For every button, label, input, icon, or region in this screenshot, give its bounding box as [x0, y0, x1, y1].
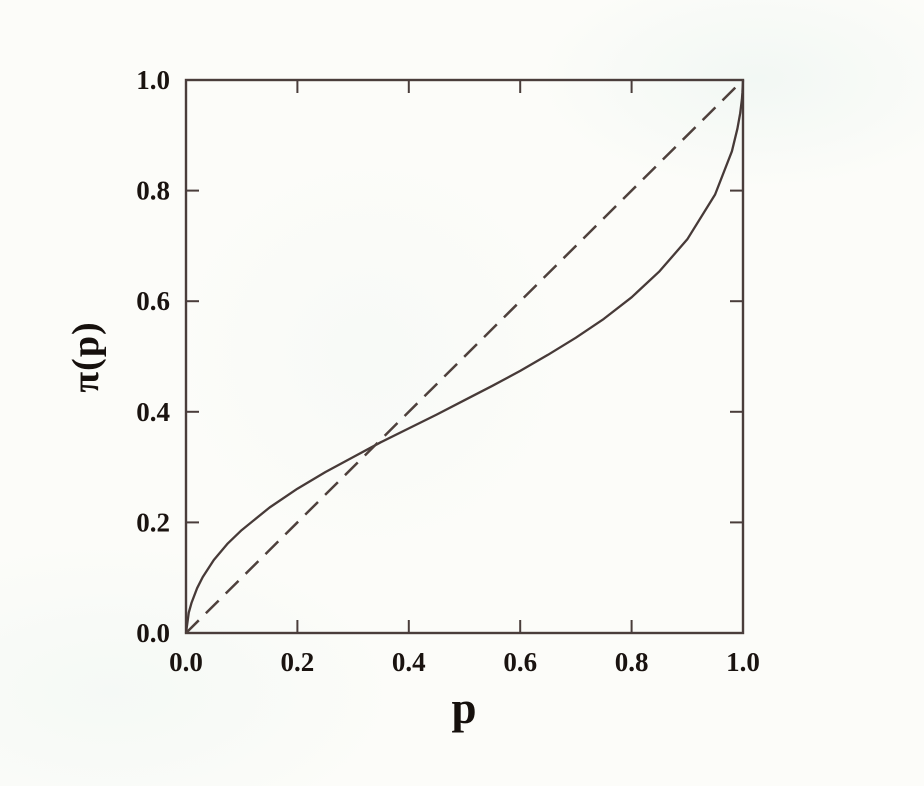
y-tick-label: 0.4	[136, 397, 170, 427]
y-tick-label: 1.0	[136, 65, 170, 95]
x-tick-label: 0.8	[615, 647, 649, 677]
x-tick-label: 1.0	[726, 647, 760, 677]
x-tick-label: 0.6	[503, 647, 537, 677]
y-axis-title: π(p)	[65, 321, 107, 393]
plot-box	[184, 78, 745, 635]
x-tick-label: 0.4	[392, 647, 426, 677]
x-axis-title: p	[451, 683, 477, 733]
y-tick-label: 0.8	[136, 176, 170, 206]
y-tick-label: 0.6	[136, 286, 170, 316]
x-tick-label: 0.0	[169, 647, 203, 677]
identity-line	[185, 79, 744, 634]
y-tick-label: 0.2	[136, 507, 170, 537]
y-tick-label: 0.0	[136, 618, 170, 648]
weighting-curve	[184, 79, 745, 634]
x-tick-label: 0.2	[281, 647, 315, 677]
